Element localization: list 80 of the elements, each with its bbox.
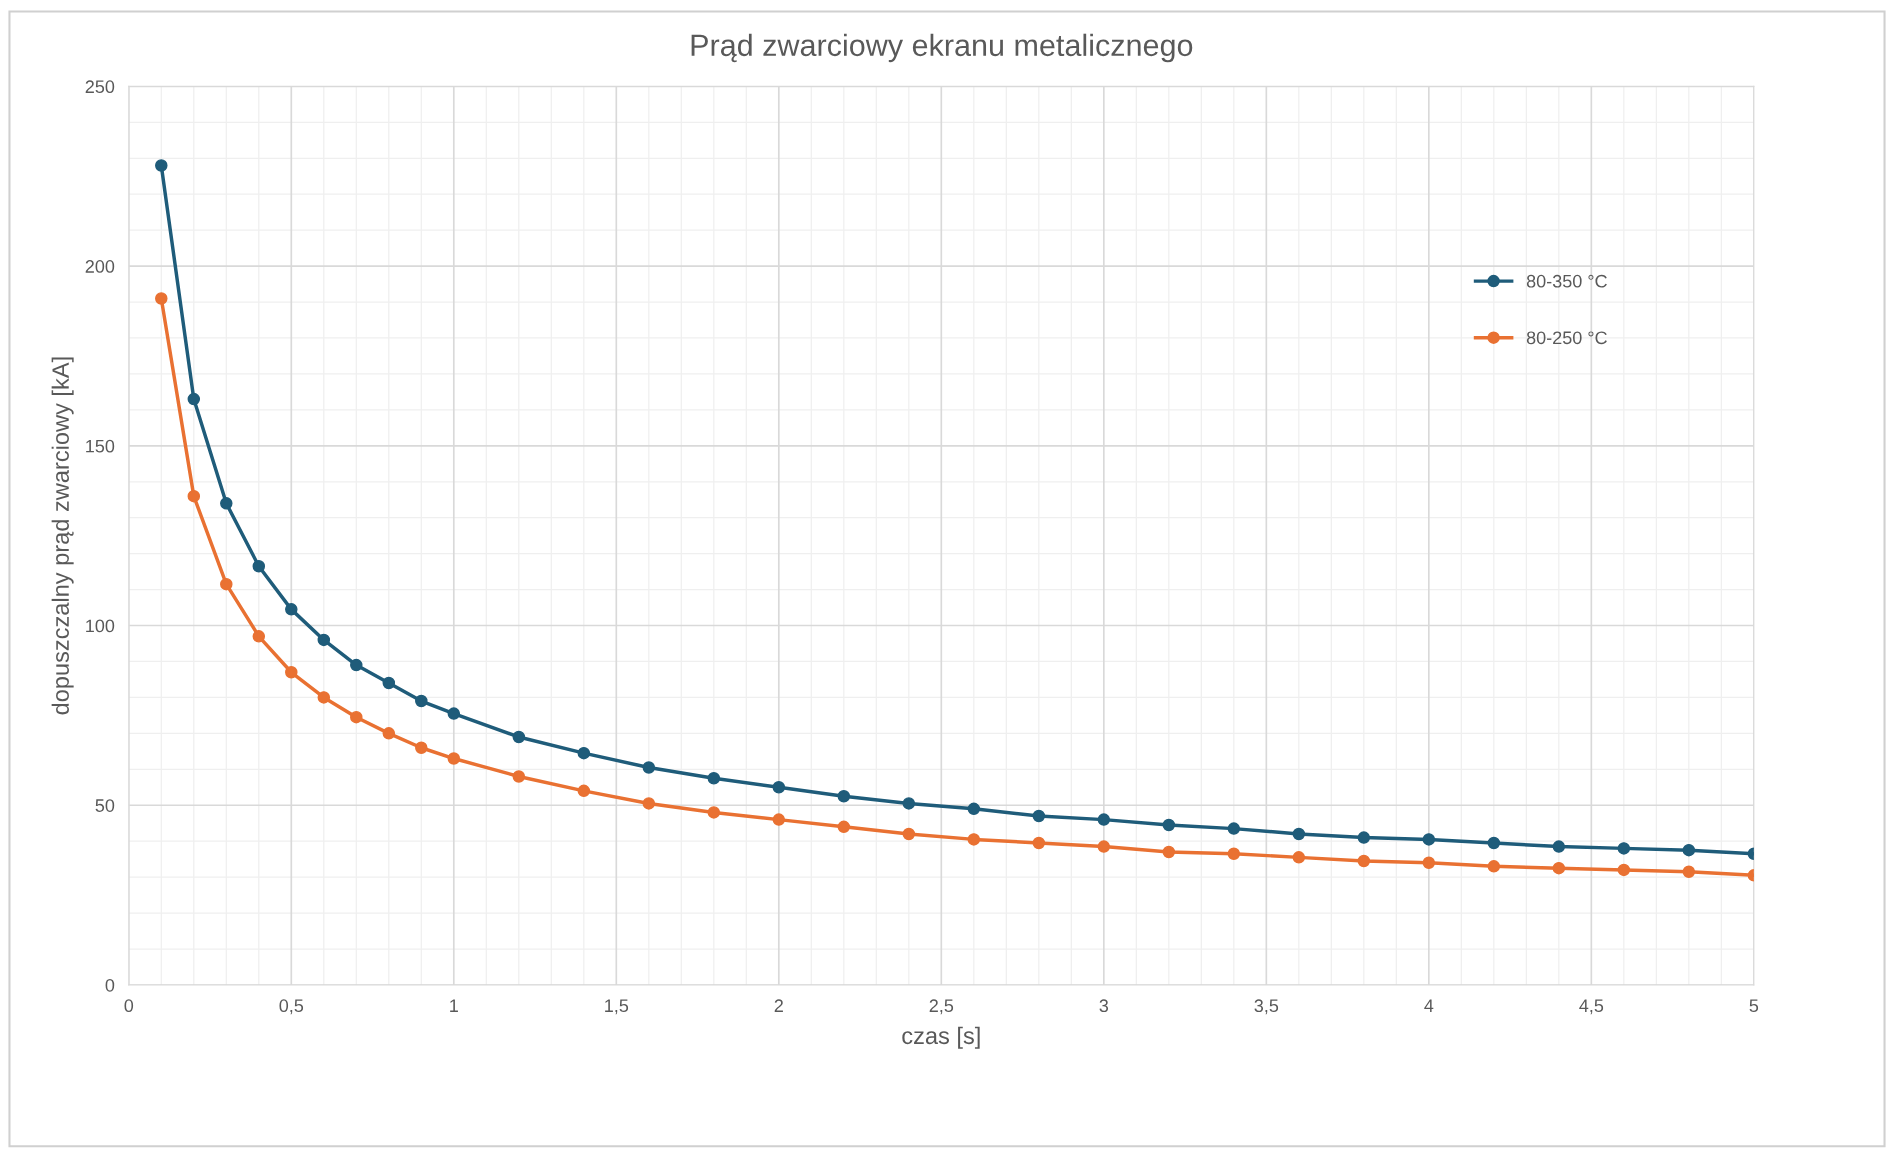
point: [317, 633, 331, 647]
point: [1292, 827, 1306, 841]
point: [902, 827, 916, 841]
point: [382, 676, 396, 690]
point: [285, 603, 298, 616]
y-axis-title: dopuszczalny prąd zwarciowy [kA]: [51, 357, 74, 715]
point: [350, 658, 363, 672]
point: [967, 833, 981, 846]
point: [1227, 847, 1241, 861]
point: [187, 489, 201, 503]
point: [1357, 831, 1371, 844]
point: [512, 730, 526, 744]
point: [1487, 836, 1501, 850]
point: [252, 630, 266, 643]
point: [1032, 836, 1046, 850]
point: [447, 707, 461, 720]
point: [447, 752, 461, 765]
point: [642, 761, 656, 774]
y-tick-label: 0: [105, 978, 115, 992]
point: [317, 691, 331, 704]
y-tick-label: 250: [85, 80, 115, 94]
point: [155, 292, 168, 305]
y-tick-label: 200: [85, 260, 115, 273]
point: [350, 710, 363, 724]
x-axis-title: czas [s]: [902, 1026, 980, 1049]
point: [1227, 822, 1241, 835]
x-tick-label: 5: [1749, 999, 1759, 1013]
point: [1552, 840, 1566, 853]
point: [1162, 845, 1176, 859]
point: [1422, 856, 1436, 870]
point: [285, 666, 298, 679]
point: [577, 784, 591, 798]
legend-label: 80-250 °C: [1526, 331, 1607, 345]
point: [512, 770, 526, 783]
point: [415, 694, 428, 708]
x-tick-label: 0: [124, 999, 134, 1013]
x-tick-label: 0,5: [279, 999, 304, 1015]
point: [707, 772, 721, 785]
point: [837, 820, 851, 834]
point: [220, 577, 233, 591]
point: [1162, 818, 1176, 832]
x-tick-label: 4,5: [1579, 999, 1604, 1015]
point: [707, 806, 721, 819]
point: [1097, 840, 1111, 853]
point: [642, 797, 656, 810]
point: [967, 802, 981, 816]
y-tick-label: 50: [95, 799, 115, 812]
point: [187, 392, 201, 406]
point: [837, 790, 851, 803]
point: [1682, 865, 1696, 878]
point: [155, 159, 168, 172]
point: [1422, 833, 1436, 846]
y-tick-label: 150: [86, 439, 115, 453]
x-tick-label: 3,5: [1254, 999, 1279, 1015]
x-tick-label: 4: [1424, 999, 1434, 1012]
legend-label: 80-350 °C: [1526, 274, 1607, 288]
x-tick-label: 3: [1099, 999, 1109, 1013]
x-tick-label: 1,5: [605, 999, 629, 1015]
chart-title: Prąd zwarciowy ekranu metalicznego: [691, 33, 1193, 63]
point: [1617, 842, 1631, 855]
point: [772, 813, 786, 826]
point: [1682, 843, 1696, 857]
point: [1487, 860, 1501, 873]
x-tick-label: 2,5: [929, 999, 954, 1015]
point: [1097, 813, 1111, 826]
point: [1032, 809, 1046, 823]
y-tick-label: 100: [86, 619, 115, 633]
point: [577, 746, 591, 760]
x-tick-label: 1: [450, 999, 458, 1012]
point: [1357, 854, 1371, 868]
point: [902, 797, 916, 810]
x-tick-label: 2: [774, 999, 783, 1012]
point: [772, 781, 786, 794]
point: [220, 497, 233, 510]
point: [382, 727, 396, 740]
point: [1292, 851, 1306, 864]
point: [252, 559, 266, 573]
point: [415, 741, 428, 754]
point: [1552, 861, 1566, 875]
point: [1617, 863, 1631, 877]
